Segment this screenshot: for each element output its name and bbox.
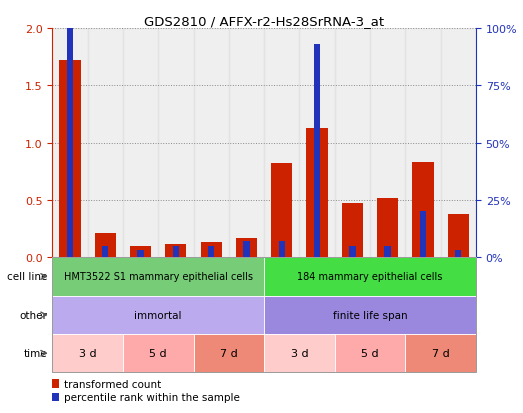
Bar bbox=[314, 45, 320, 258]
Text: 184 mammary epithelial cells: 184 mammary epithelial cells bbox=[298, 272, 442, 282]
Title: GDS2810 / AFFX-r2-Hs28SrRNA-3_at: GDS2810 / AFFX-r2-Hs28SrRNA-3_at bbox=[144, 15, 384, 28]
Bar bbox=[200, 243, 222, 258]
Bar bbox=[130, 246, 151, 258]
Bar bbox=[420, 212, 426, 258]
Bar bbox=[264, 334, 335, 373]
Bar bbox=[229, 29, 264, 258]
Bar bbox=[448, 214, 469, 258]
Bar bbox=[138, 251, 144, 258]
Bar bbox=[243, 242, 249, 258]
Bar bbox=[52, 258, 476, 373]
Bar bbox=[52, 296, 264, 334]
Text: 3 d: 3 d bbox=[79, 349, 96, 358]
Bar bbox=[173, 246, 179, 258]
Text: finite life span: finite life span bbox=[333, 310, 407, 320]
Bar bbox=[194, 334, 264, 373]
Bar bbox=[405, 29, 440, 258]
Bar bbox=[52, 393, 59, 401]
Bar bbox=[123, 29, 158, 258]
Bar bbox=[194, 29, 229, 258]
Bar bbox=[87, 29, 123, 258]
Bar bbox=[264, 296, 476, 334]
Text: 3 d: 3 d bbox=[291, 349, 308, 358]
Text: cell line: cell line bbox=[7, 272, 47, 282]
Bar bbox=[60, 61, 81, 258]
Bar bbox=[264, 29, 299, 258]
Bar bbox=[370, 29, 405, 258]
Bar bbox=[236, 238, 257, 258]
Bar bbox=[349, 246, 356, 258]
Bar bbox=[455, 251, 461, 258]
Bar bbox=[335, 334, 405, 373]
Text: percentile rank within the sample: percentile rank within the sample bbox=[64, 392, 240, 402]
Bar bbox=[405, 334, 476, 373]
Bar bbox=[384, 246, 391, 258]
Bar bbox=[52, 29, 87, 258]
Text: time: time bbox=[24, 349, 47, 358]
Bar bbox=[377, 198, 398, 258]
Bar bbox=[440, 29, 476, 258]
Bar bbox=[279, 242, 285, 258]
Text: 5 d: 5 d bbox=[150, 349, 167, 358]
Text: other: other bbox=[19, 310, 47, 320]
Bar bbox=[165, 244, 186, 258]
Text: immortal: immortal bbox=[134, 310, 182, 320]
Bar bbox=[208, 246, 214, 258]
Bar bbox=[412, 163, 434, 258]
Bar bbox=[52, 258, 264, 296]
Bar bbox=[102, 246, 108, 258]
Bar bbox=[342, 204, 363, 258]
Bar bbox=[67, 29, 73, 258]
Text: HMT3522 S1 mammary epithelial cells: HMT3522 S1 mammary epithelial cells bbox=[64, 272, 253, 282]
Bar bbox=[123, 334, 194, 373]
Bar bbox=[335, 29, 370, 258]
Bar bbox=[52, 334, 123, 373]
Bar bbox=[158, 29, 194, 258]
Text: transformed count: transformed count bbox=[64, 379, 162, 389]
Bar bbox=[52, 380, 59, 388]
Bar bbox=[306, 128, 327, 258]
Bar bbox=[271, 164, 292, 258]
Bar bbox=[95, 234, 116, 258]
Text: 7 d: 7 d bbox=[432, 349, 449, 358]
Text: 5 d: 5 d bbox=[361, 349, 379, 358]
Bar bbox=[299, 29, 335, 258]
Bar bbox=[264, 258, 476, 296]
Text: 7 d: 7 d bbox=[220, 349, 237, 358]
